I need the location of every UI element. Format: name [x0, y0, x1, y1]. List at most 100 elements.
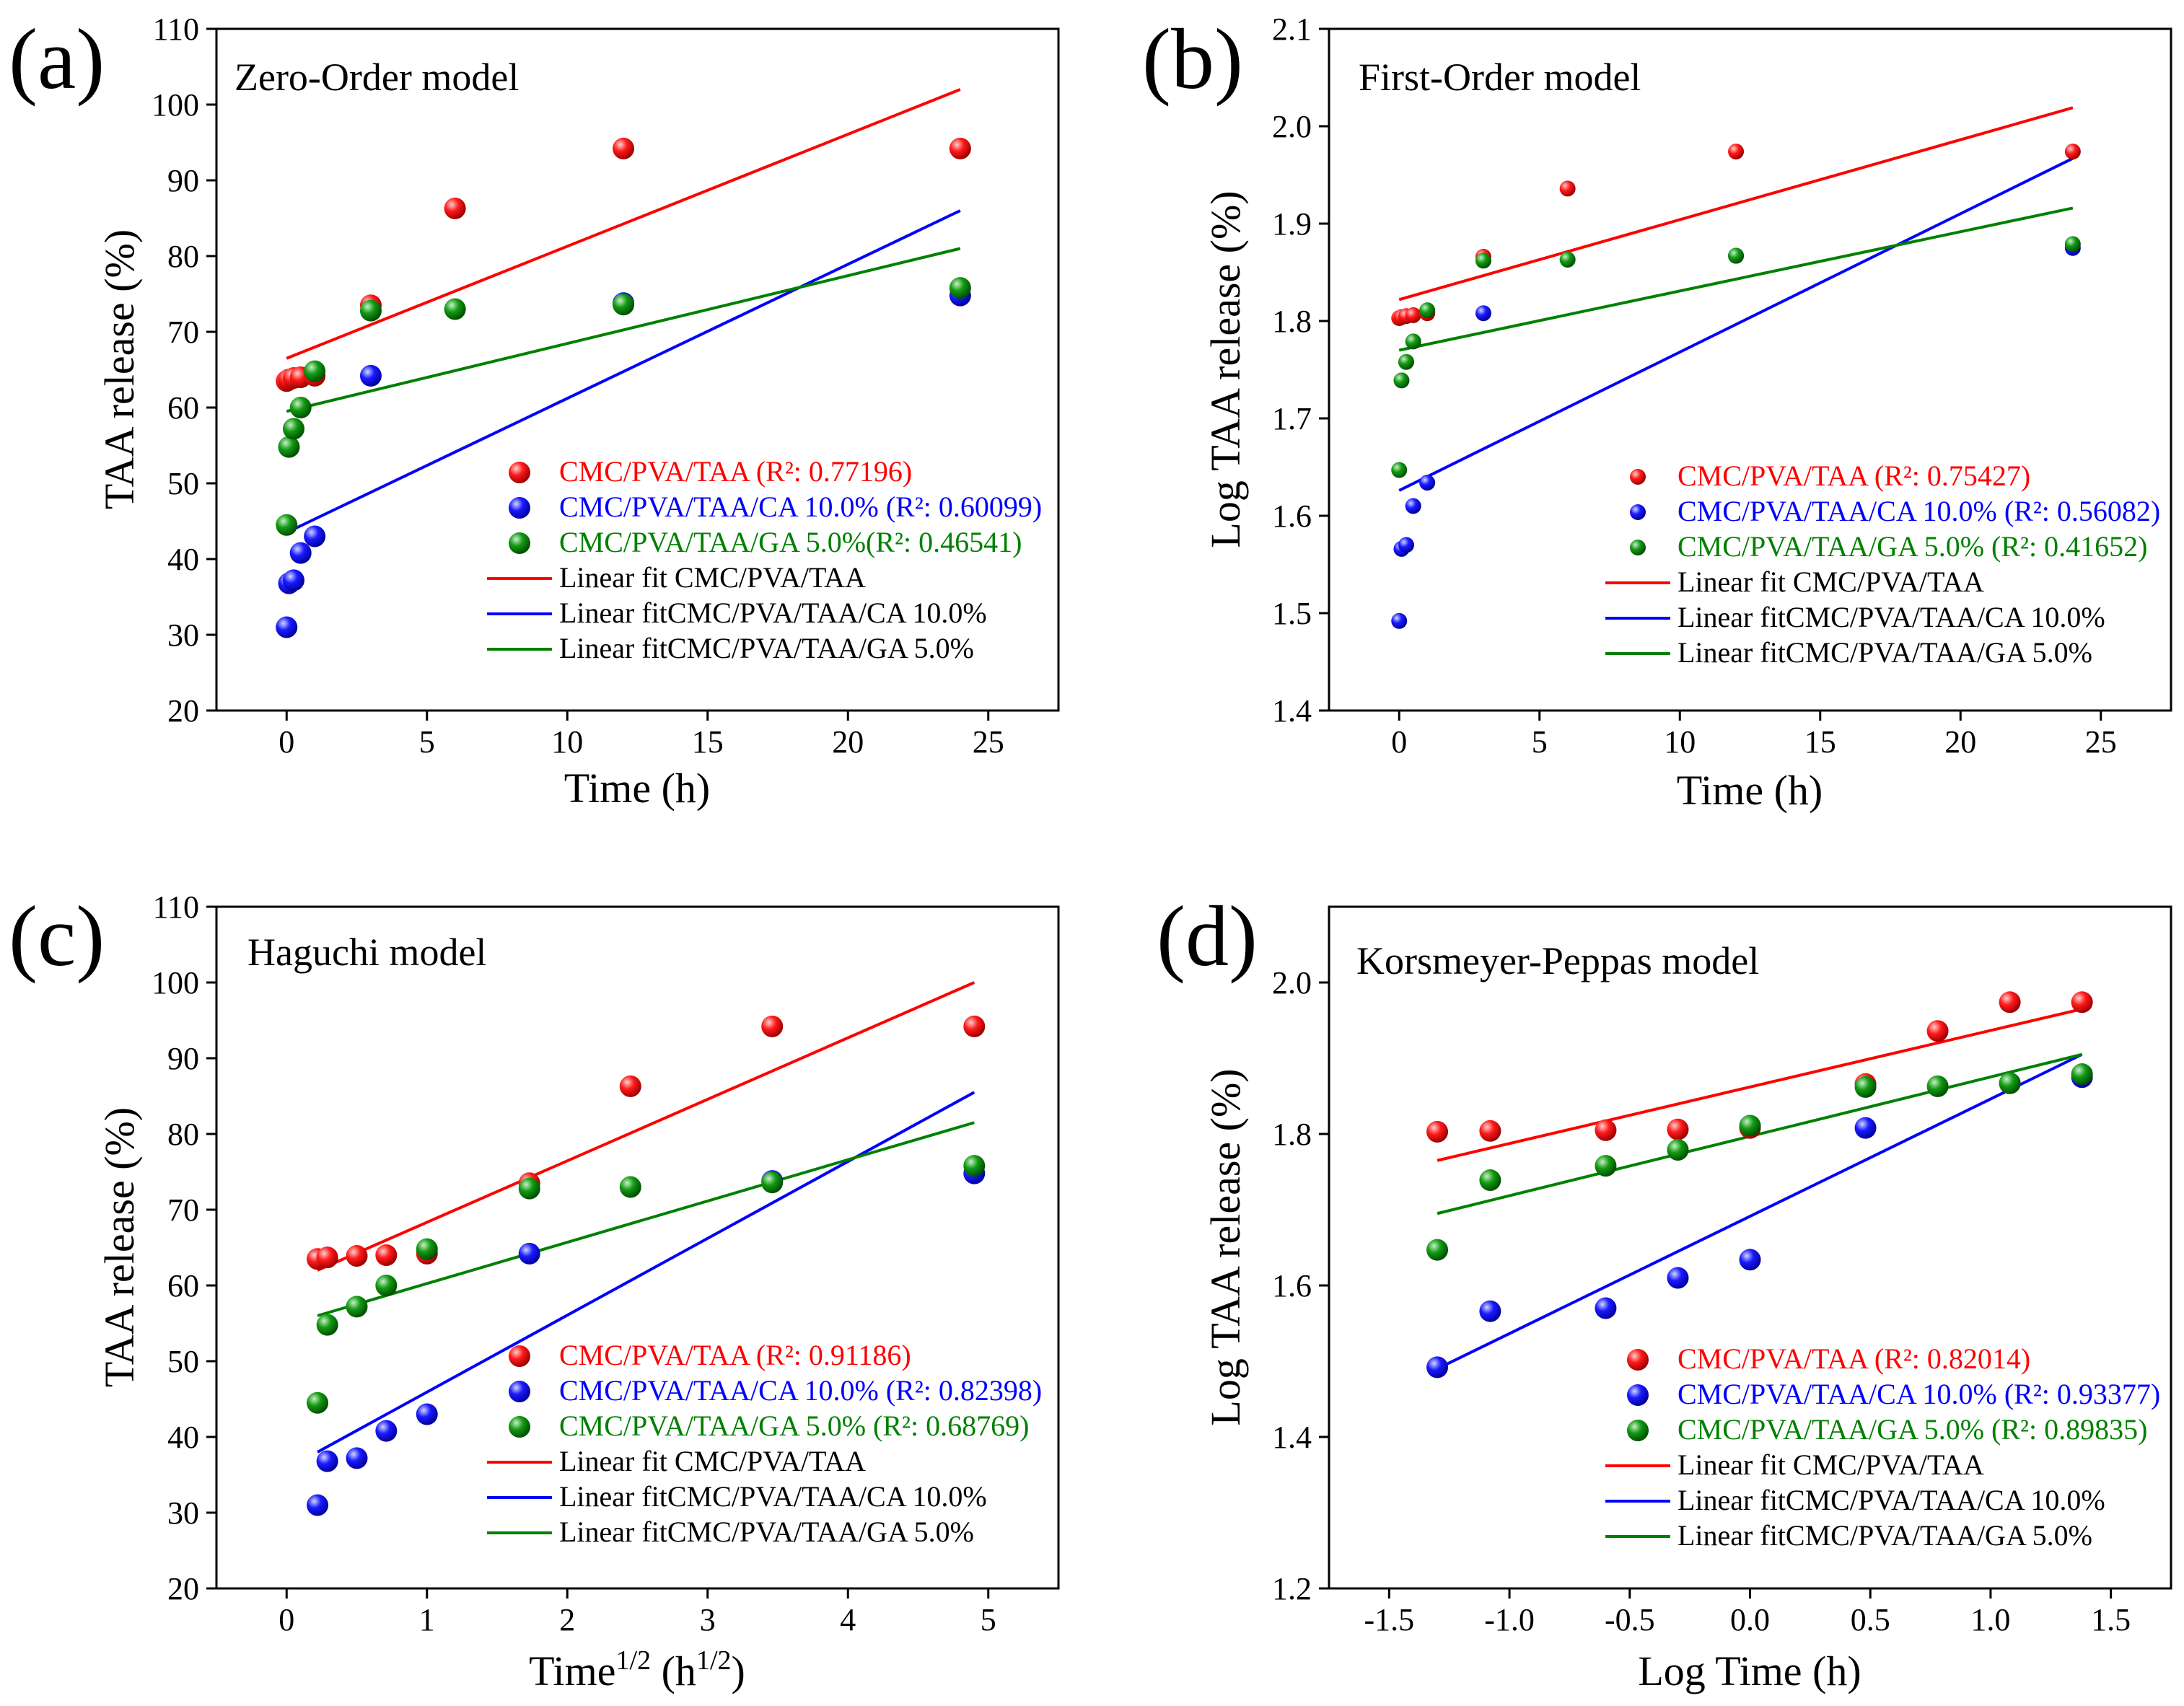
- panel-d-ticks: -1.5 -1.0 -0.5 0.0 0.5 1.0 1.5 1.2 1.4 1.6 1.8 2.0: [1272, 965, 2131, 1637]
- panel-a-plot-frame: [215, 27, 1060, 712]
- y-tick-label: 1.5: [1272, 596, 1312, 631]
- legend-fit-label: Linear fitCMC/PVA/TAA/GA 5.0%: [559, 632, 974, 664]
- panel-c-title: Haguchi model: [247, 931, 486, 974]
- fit-line: [286, 88, 961, 360]
- data-point: [1559, 251, 1576, 268]
- y-tick-label: 30: [167, 1495, 199, 1531]
- data-point: [2071, 991, 2093, 1014]
- data-point: [1728, 144, 1745, 160]
- data-point: [1475, 252, 1491, 269]
- x-tick-label: 0: [279, 724, 294, 760]
- y-tick-label: 20: [167, 693, 199, 729]
- data-point: [276, 616, 298, 638]
- x-tick-label: 0.5: [1851, 1602, 1890, 1637]
- data-point: [282, 569, 304, 592]
- y-tick-label: 60: [167, 390, 199, 426]
- legend-label: CMC/PVA/TAA/GA 5.0% (R²: 0.68769): [559, 1410, 1029, 1442]
- panel-b-fit-lines: [1398, 106, 2074, 492]
- data-point: [276, 514, 298, 536]
- panel-c-xlabel-main: Time: [529, 1648, 615, 1694]
- fit-line: [1398, 206, 2074, 352]
- data-point: [1419, 302, 1436, 319]
- data-point: [375, 1244, 398, 1266]
- x-tick-label: 0: [279, 1602, 294, 1637]
- y-tick-label: 20: [167, 1571, 199, 1606]
- x-tick-label: -1.0: [1484, 1602, 1535, 1637]
- legend-marker: [509, 1416, 530, 1438]
- data-point: [1479, 1300, 1501, 1322]
- data-point: [278, 436, 300, 458]
- legend-marker: [1627, 1420, 1649, 1441]
- y-tick-label: 2.0: [1272, 965, 1312, 1001]
- panel-d-fit-lines: [1437, 1007, 2083, 1371]
- fit-line: [1437, 1052, 2083, 1371]
- legend-label: CMC/PVA/TAA/CA 10.0% (R²: 0.60099): [559, 491, 1042, 523]
- y-tick-label: 110: [153, 889, 199, 925]
- data-point: [416, 1238, 438, 1260]
- x-tick-label: 15: [1804, 724, 1836, 760]
- data-point: [949, 277, 971, 299]
- data-point: [282, 418, 304, 440]
- data-point: [359, 364, 382, 387]
- legend-fit-label: Linear fit CMC/PVA/TAA: [1678, 566, 1984, 598]
- panel-c-ticks: 0 1 2 3 4 5 20 30 40 50 60 70 80 90 100 110: [152, 889, 996, 1637]
- x-tick-label: 25: [973, 724, 1004, 760]
- data-point: [2064, 144, 2081, 160]
- panel-d-title: Korsmeyer-Peppas model: [1356, 939, 1759, 982]
- x-tick-label: 1.0: [1970, 1602, 2010, 1637]
- panel-b-letter: (b): [1142, 11, 1243, 107]
- data-point: [1398, 353, 1414, 370]
- x-tick-label: 1: [419, 1602, 435, 1637]
- panel-b-legend: CMC/PVA/TAA (R²: 0.75427)CMC/PVA/TAA/CA …: [1605, 460, 2160, 669]
- x-tick-label: 1.5: [2091, 1602, 2131, 1637]
- data-point: [518, 1177, 540, 1200]
- panel-a-x-axis-title: Time (h): [564, 765, 711, 812]
- data-point: [444, 298, 466, 320]
- data-point: [304, 360, 326, 382]
- panel-c-xlabel-mid: (h: [651, 1648, 696, 1694]
- panel-a-fit-lines: [286, 88, 961, 535]
- data-point: [375, 1275, 398, 1296]
- x-tick-label: 20: [832, 724, 864, 760]
- data-point: [1595, 1119, 1617, 1141]
- data-point: [1475, 305, 1491, 322]
- data-point: [307, 1494, 329, 1516]
- x-tick-label: 0: [1391, 724, 1407, 760]
- data-point: [1391, 462, 1408, 478]
- x-tick-label: -0.5: [1605, 1602, 1655, 1637]
- y-tick-label: 50: [167, 466, 199, 501]
- legend-label: CMC/PVA/TAA/CA 10.0% (R²: 0.93377): [1678, 1378, 2160, 1410]
- data-point: [375, 1420, 398, 1442]
- data-point: [346, 1447, 368, 1469]
- legend-label: CMC/PVA/TAA (R²: 0.77196): [559, 455, 912, 488]
- panel-b-x-axis-title: Time (h): [1677, 767, 1823, 814]
- legend-fit-label: Linear fitCMC/PVA/TAA/GA 5.0%: [559, 1516, 974, 1548]
- data-point: [316, 1450, 338, 1472]
- legend-label: CMC/PVA/TAA (R²: 0.91186): [559, 1339, 911, 1371]
- y-tick-label: 2.1: [1272, 12, 1312, 47]
- x-tick-label: 25: [2085, 724, 2117, 760]
- y-tick-label: 80: [167, 239, 199, 274]
- data-point: [1595, 1155, 1617, 1177]
- legend-fit-label: Linear fit CMC/PVA/TAA: [559, 1445, 866, 1477]
- data-point: [1728, 247, 1745, 264]
- data-point: [1405, 498, 1421, 514]
- fit-line: [286, 209, 961, 535]
- fit-line: [317, 1091, 975, 1454]
- y-tick-label: 1.8: [1272, 304, 1312, 339]
- data-point: [1667, 1118, 1689, 1140]
- legend-label: CMC/PVA/TAA/GA 5.0% (R²: 0.41652): [1678, 530, 2147, 563]
- data-point: [444, 197, 466, 219]
- fit-line: [1437, 1052, 2083, 1215]
- x-tick-label: -1.5: [1364, 1602, 1415, 1637]
- y-tick-label: 40: [167, 1420, 199, 1455]
- x-tick-label: 5: [419, 724, 435, 760]
- y-tick-label: 40: [167, 542, 199, 577]
- panel-c-fit-lines: [317, 981, 975, 1454]
- data-point: [416, 1403, 438, 1425]
- panel-a-ticks: 0 5 10 15 20 25 20 30 40 50 60 70 80 90 100 110: [152, 12, 1004, 760]
- y-tick-label: 1.8: [1272, 1117, 1312, 1152]
- panel-b-plot-frame: [1328, 27, 2172, 712]
- legend-marker: [509, 532, 530, 554]
- x-tick-label: 5: [1532, 724, 1548, 760]
